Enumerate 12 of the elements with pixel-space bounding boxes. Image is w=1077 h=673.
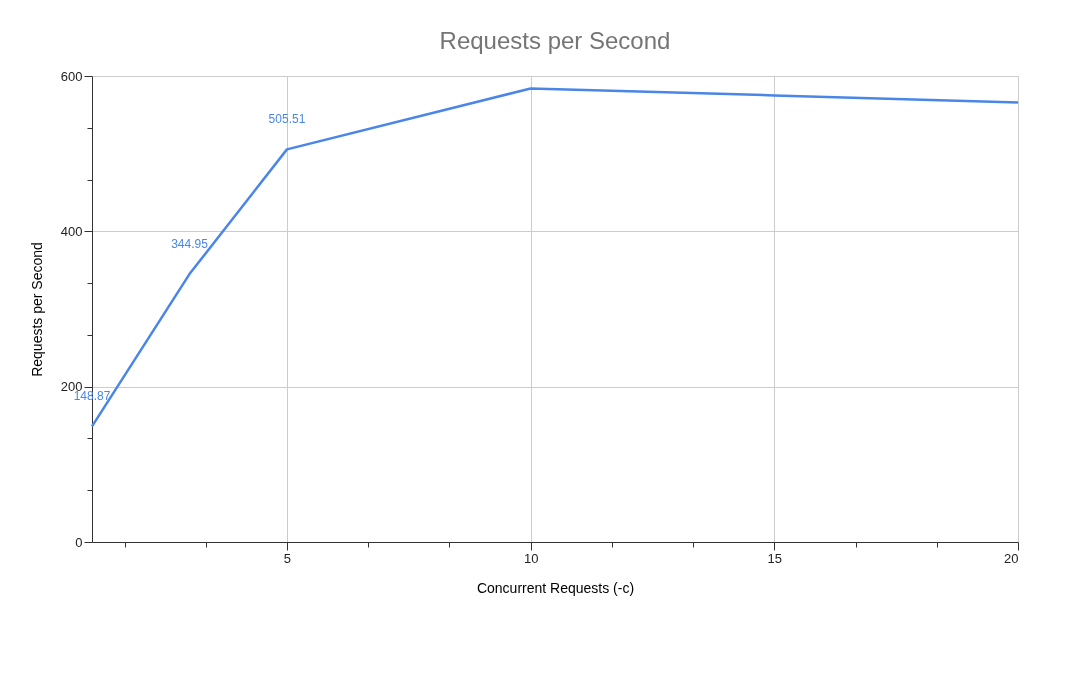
y-tick-label: 400 xyxy=(60,223,83,239)
y-tick-label: 600 xyxy=(60,68,83,84)
x-axis-title: Concurrent Requests (-c) xyxy=(476,579,635,596)
x-tick-label: 20 xyxy=(1004,550,1019,566)
x-tick-label: 5 xyxy=(283,550,292,566)
data-label: 344.95 xyxy=(171,237,209,252)
y-tick-label: 0 xyxy=(75,534,83,550)
y-axis-title: Requests per Second xyxy=(28,242,45,377)
x-tick-label: 15 xyxy=(767,550,783,566)
x-tick-label: 10 xyxy=(523,550,539,566)
data-label: 505.51 xyxy=(268,112,306,127)
chart-title: Requests per Second xyxy=(439,27,671,54)
